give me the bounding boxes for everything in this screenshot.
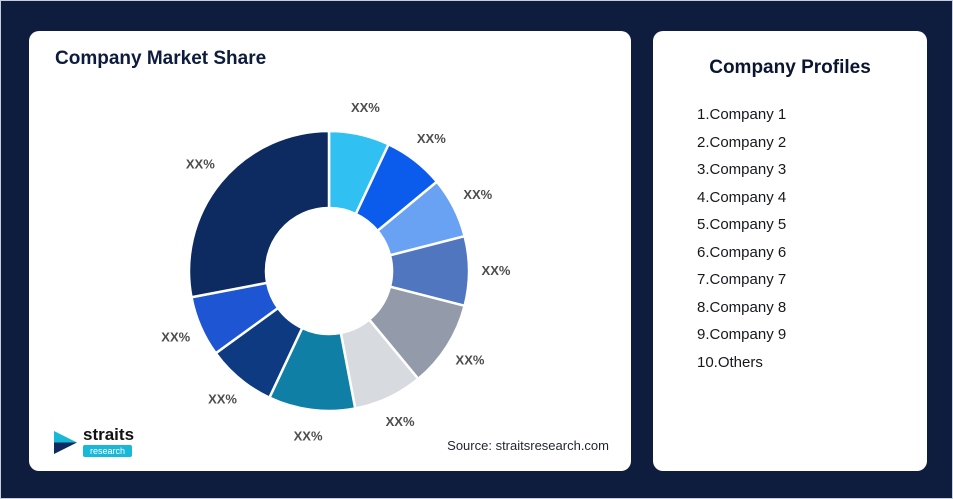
source-attribution: Source: straitsresearch.com — [447, 438, 609, 453]
slice-label: XX% — [456, 352, 485, 367]
company-profiles-card: Company Profiles 1.Company 1 2.Company 2… — [653, 31, 927, 471]
profile-item: 4.Company 4 — [697, 188, 787, 206]
slice-label: XX% — [482, 263, 511, 278]
logo-name: straits — [83, 425, 135, 444]
slice-label: XX% — [463, 187, 492, 202]
profiles-title: Company Profiles — [709, 57, 871, 78]
profile-item: 5.Company 5 — [697, 216, 787, 233]
logo-arrow-icon — [54, 430, 77, 454]
profile-item: 2.Company 2 — [697, 133, 787, 151]
profiles-list: 1.Company 1 2.Company 2 3.Company 3 4.Co… — [697, 101, 927, 376]
slice-label: XX% — [186, 157, 215, 172]
profile-item: 8.Company 8 — [697, 298, 787, 316]
profile-item: 9.Company 9 — [697, 326, 787, 343]
straits-research-logo: straits research — [51, 426, 134, 457]
slice-label: XX% — [417, 131, 446, 146]
donut-chart: XX% XX% XX% XX% XX% XX% XX% XX% XX% XX% — [161, 100, 511, 444]
logo-subtitle: research — [83, 445, 133, 457]
profile-item: 7.Company 7 — [697, 271, 787, 288]
chart-title: Company Market Share — [55, 48, 267, 69]
profile-item: 3.Company 3 — [697, 161, 787, 178]
market-share-card: Company Market Share XX% XX% XX% XX% XX% XX% X… — [29, 31, 631, 471]
slice-label: XX% — [208, 392, 237, 407]
profile-item: 10.Others — [697, 353, 763, 371]
donut-segment — [187, 129, 331, 299]
slice-label: XX% — [161, 329, 190, 344]
profile-item: 1.Company 1 — [697, 106, 787, 123]
profile-item: 6.Company 6 — [697, 243, 787, 261]
logo-texts: straits research — [83, 426, 134, 457]
slice-label: XX% — [294, 429, 323, 444]
slice-label: XX% — [386, 414, 415, 429]
slice-label: XX% — [351, 100, 380, 115]
